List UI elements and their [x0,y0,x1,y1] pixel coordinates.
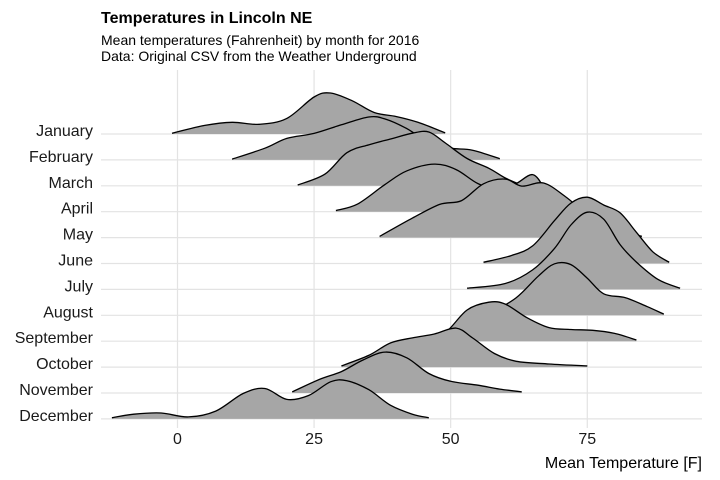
month-label: January [36,123,93,140]
ridge-area [467,211,681,290]
month-label: October [36,356,94,373]
month-label: September [15,330,94,347]
x-tick-label: 75 [578,431,596,448]
ridge-outline [467,211,681,289]
ridge-outline [171,92,446,134]
ridge-outline [341,327,588,367]
month-label: August [43,304,93,321]
month-label: May [63,227,93,244]
ridge-outline [291,351,522,393]
ridge-outline [483,196,670,263]
ridges [111,92,681,419]
ridge-outline [111,379,429,419]
ridge-outline [488,261,665,315]
month-label: March [49,175,93,192]
month-label: February [29,149,93,166]
chart-subtitle: Mean temperatures (Fahrenheit) by month … [101,32,419,48]
chart-caption: Data: Original CSV from the Weather Unde… [101,48,417,64]
x-axis-ticks: 0 25 50 75 [173,431,596,448]
ridge-area [488,262,664,316]
ridge-area [297,131,522,186]
ridge-outline [297,130,522,186]
month-label: June [58,253,93,270]
ridge-area [423,301,637,342]
ridge-outline [335,163,550,212]
x-axis-label: Mean Temperature [F] [545,455,702,472]
ridge-area [111,379,429,419]
ridge-outline [423,301,637,341]
x-tick-label: 0 [173,431,182,448]
x-tick-label: 25 [305,431,323,448]
chart-title: Temperatures in Lincoln NE [101,10,313,27]
month-label: April [61,201,93,218]
month-label: December [19,408,93,425]
month-label: November [19,382,93,399]
y-axis-labels: January February March April May June July Augu… [15,123,94,425]
x-tick-label: 50 [442,431,460,448]
month-label: July [65,278,93,295]
